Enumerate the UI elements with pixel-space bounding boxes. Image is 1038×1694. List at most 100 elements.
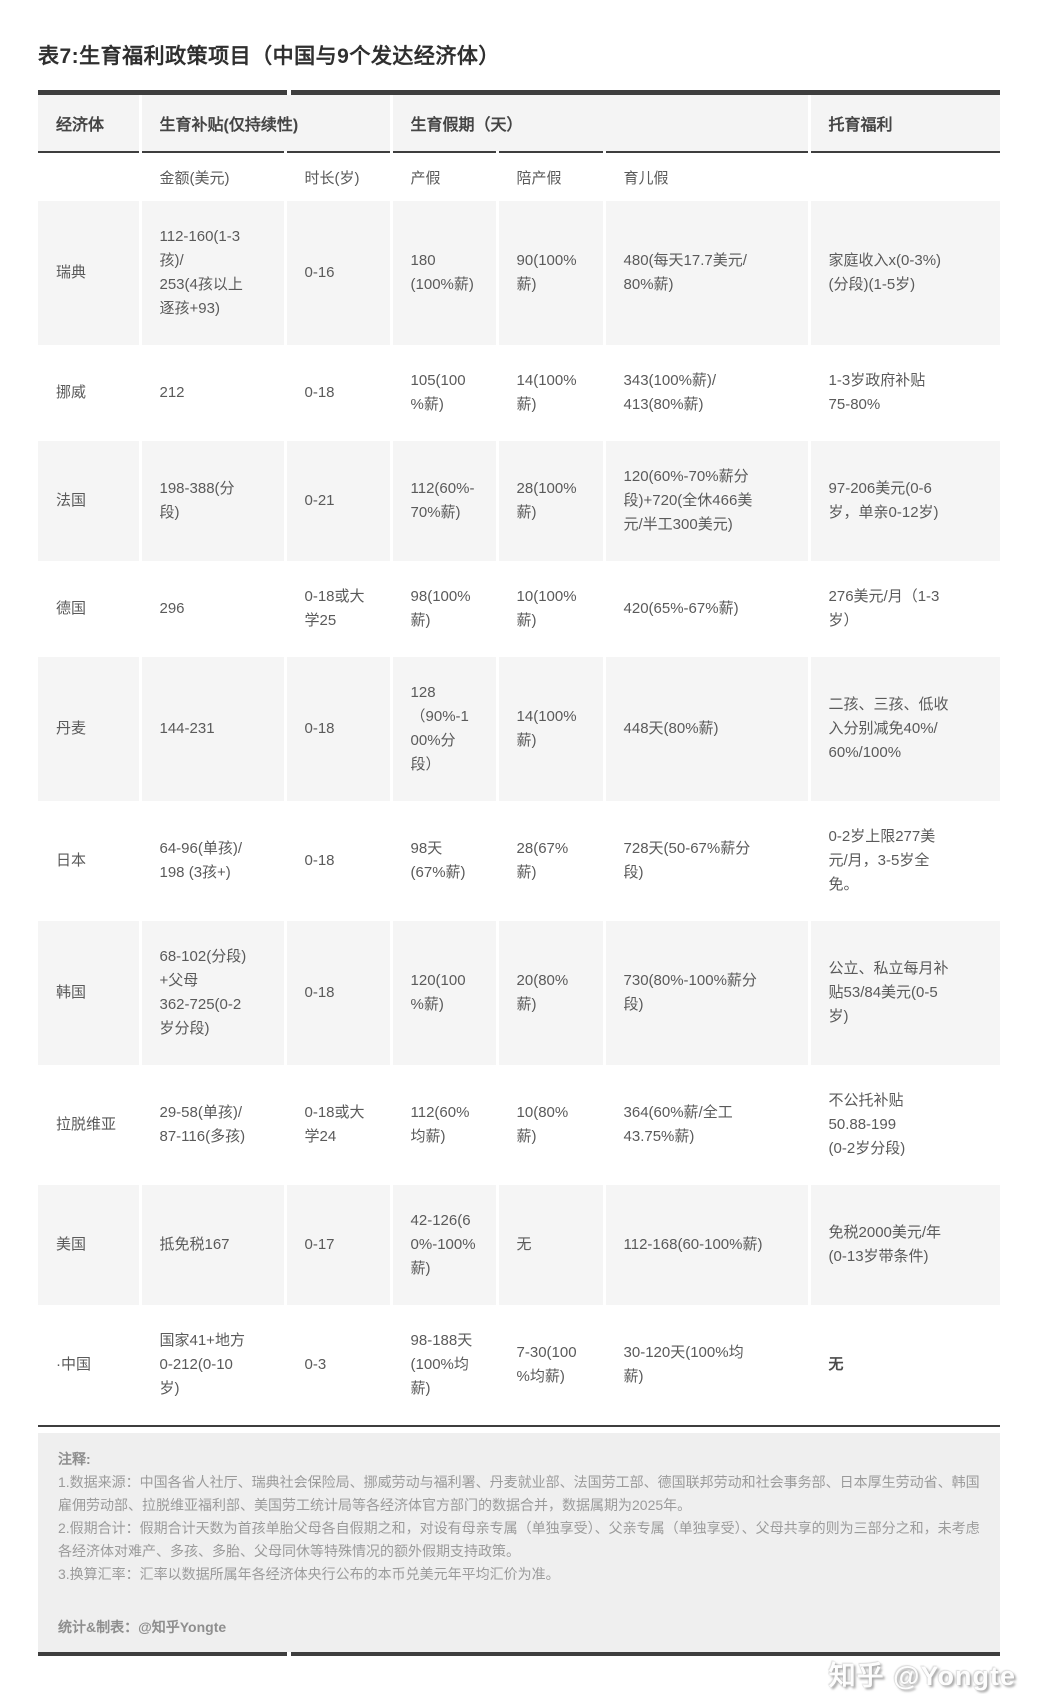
- table-row-korea: 韩国 68-102(分段) +父母 362-725(0-2 岁分段) 0-18 …: [38, 921, 1001, 1065]
- notes-block: 注释: 1.数据来源：中国各省人社厅、瑞典社会保险局、挪威劳动与福利署、丹麦就业…: [38, 1433, 1000, 1652]
- cell-duration: 0-18或大 学25: [283, 561, 392, 657]
- table-body-bottom-border: [38, 1425, 1000, 1427]
- cell-maternity: 42-126(6 0%-100% 薪): [389, 1185, 498, 1305]
- cell-amount: 68-102(分段) +父母 362-725(0-2 岁分段): [138, 921, 285, 1065]
- cell-childcare: 无: [807, 1305, 1001, 1425]
- cell-paternity: 20(80% 薪): [495, 921, 605, 1065]
- cell-paternity: 7-30(100 %均薪): [495, 1305, 605, 1425]
- cell-economy: 瑞典: [38, 201, 140, 345]
- cell-paternity: 14(100% 薪): [495, 657, 605, 801]
- sub-header-parental: 育儿假: [602, 152, 810, 201]
- cell-parental: 448天(80%薪): [602, 657, 810, 801]
- cell-parental: 480(每天17.7美元/ 80%薪): [602, 201, 810, 345]
- cell-paternity: 28(67% 薪): [495, 801, 605, 921]
- cell-maternity: 98-188天 (100%均 薪): [389, 1305, 498, 1425]
- policy-table: 经济体 生育补贴(仅持续性) 生育假期（天） 托育福利 金额(美元) 时长(岁)…: [38, 95, 1001, 1425]
- sub-header-duration: 时长(岁): [283, 152, 392, 201]
- sub-header-empty: [807, 152, 1001, 201]
- note-leave-totals: 2.假期合计：假期合计天数为首孩单胎父母各自假期之和，对设有母亲专属（单独享受）…: [58, 1520, 980, 1559]
- sub-header-paternity: 陪产假: [495, 152, 605, 201]
- cell-paternity: 14(100% 薪): [495, 345, 605, 441]
- cell-duration: 0-18或大 学24: [283, 1065, 392, 1185]
- table-sub-header-row: 金额(美元) 时长(岁) 产假 陪产假 育儿假: [38, 152, 1001, 201]
- table-row-usa: 美国 抵免税167 0-17 42-126(6 0%-100% 薪) 无 112…: [38, 1185, 1001, 1305]
- column-header-economy: 经济体: [38, 95, 140, 153]
- notes-heading: 注释:: [58, 1451, 91, 1467]
- cell-economy: 韩国: [38, 921, 140, 1065]
- cell-amount: 144-231: [138, 657, 285, 801]
- table-row-norway: 挪威 212 0-18 105(100 %薪) 14(100% 薪) 343(1…: [38, 345, 1001, 441]
- table-row-china: ·中国 国家41+地方 0-212(0-10 岁) 0-3 98-188天 (1…: [38, 1305, 1001, 1425]
- cell-childcare: 不公托补贴 50.88-199 (0-2岁分段): [807, 1065, 1001, 1185]
- cell-childcare: 公立、私立每月补 贴53/84美元(0-5 岁): [807, 921, 1001, 1065]
- note-exchange-rate: 3.换算汇率：汇率以数据所属年各经济体央行公布的本币兑美元年平均汇价为准。: [58, 1566, 560, 1582]
- cell-duration: 0-18: [283, 801, 392, 921]
- cell-childcare: 276美元/月（1-3 岁）: [807, 561, 1001, 657]
- cell-childcare: 免税2000美元/年 (0-13岁带条件): [807, 1185, 1001, 1305]
- cell-paternity: 10(100% 薪): [495, 561, 605, 657]
- table-row-latvia: 拉脱维亚 29-58(单孩)/ 87-116(多孩) 0-18或大 学24 11…: [38, 1065, 1001, 1185]
- cell-economy: 德国: [56, 600, 87, 617]
- sub-header-empty: [38, 152, 140, 201]
- page-title: 表7:生育福利政策项目（中国与9个发达经济体）: [38, 45, 500, 68]
- table-row-denmark: 丹麦 144-231 0-18 128 （90%-1 00%分 段） 14(10…: [38, 657, 1001, 801]
- cell-duration: 0-18: [283, 657, 392, 801]
- cell-parental: 112-168(60-100%薪): [602, 1185, 810, 1305]
- cell-economy: 日本: [56, 852, 87, 869]
- cell-childcare: 家庭收入x(0-3%) (分段)(1-5岁): [807, 201, 1001, 345]
- credits-line: 统计&制表：@知乎Yongte: [58, 1619, 227, 1635]
- cell-duration: 0-21: [283, 441, 392, 561]
- cell-economy: 美国: [38, 1185, 140, 1305]
- border-gap: [287, 1652, 291, 1656]
- cell-amount: 国家41+地方 0-212(0-10 岁): [138, 1305, 285, 1425]
- cell-paternity: 28(100% 薪): [495, 441, 605, 561]
- cell-amount: 296: [138, 561, 285, 657]
- cell-duration: 0-17: [283, 1185, 392, 1305]
- cell-amount: 抵免税167: [138, 1185, 285, 1305]
- figure-bottom-border: [38, 1652, 1000, 1656]
- table-row-france: 法国 198-388(分 段) 0-21 112(60%- 70%薪) 28(1…: [38, 441, 1001, 561]
- sub-header-amount: 金额(美元): [138, 152, 285, 201]
- cell-childcare: 97-206美元(0-6 岁，单亲0-12岁): [807, 441, 1001, 561]
- cell-economy: 丹麦: [38, 657, 140, 801]
- cell-economy: ·中国: [56, 1356, 91, 1373]
- cell-maternity: 112(60%- 70%薪): [389, 441, 498, 561]
- cell-paternity: 无: [495, 1185, 605, 1305]
- cell-maternity: 105(100 %薪): [389, 345, 498, 441]
- column-header-subsidy-group: 生育补贴(仅持续性): [138, 95, 392, 153]
- cell-maternity: 112(60% 均薪): [389, 1065, 498, 1185]
- cell-duration: 0-16: [283, 201, 392, 345]
- column-header-leave-group: 生育假期（天）: [389, 95, 810, 153]
- cell-economy: 拉脱维亚: [56, 1116, 117, 1133]
- table-row-japan: 日本 64-96(单孩)/ 198 (3孩+) 0-18 98天 (67%薪) …: [38, 801, 1001, 921]
- cell-paternity: 10(80% 薪): [495, 1065, 605, 1185]
- table-group-header-row: 经济体 生育补贴(仅持续性) 生育假期（天） 托育福利: [38, 95, 1001, 153]
- cell-duration: 0-18: [283, 921, 392, 1065]
- cell-economy: 挪威: [56, 384, 87, 401]
- cell-parental: 30-120天(100%均 薪): [602, 1305, 810, 1425]
- cell-economy: 法国: [38, 441, 140, 561]
- cell-parental: 120(60%-70%薪分 段)+720(全休466美 元/半工300美元): [602, 441, 810, 561]
- table-top-border: [38, 90, 1000, 95]
- cell-maternity: 98(100% 薪): [389, 561, 498, 657]
- cell-amount: 112-160(1-3 孩)/ 253(4孩以上 逐孩+93): [138, 201, 285, 345]
- cell-amount: 212: [138, 345, 285, 441]
- zhihu-watermark: 知乎 @Yongte: [828, 1661, 1016, 1691]
- cell-childcare: 二孩、三孩、低收 入分别减免40%/ 60%/100%: [807, 657, 1001, 801]
- border-gap: [287, 90, 291, 95]
- cell-parental: 728天(50-67%薪分 段): [602, 801, 810, 921]
- cell-parental: 730(80%-100%薪分 段): [602, 921, 810, 1065]
- cell-maternity: 128 （90%-1 00%分 段）: [389, 657, 498, 801]
- cell-parental: 364(60%薪/全工 43.75%薪): [602, 1065, 810, 1185]
- note-data-source: 1.数据来源：中国各省人社厅、瑞典社会保险局、挪威劳动与福利署、丹麦就业部、法国…: [58, 1474, 980, 1513]
- cell-amount: 64-96(单孩)/ 198 (3孩+): [138, 801, 285, 921]
- cell-maternity: 180 (100%薪): [389, 201, 498, 345]
- cell-amount: 198-388(分 段): [138, 441, 285, 561]
- cell-duration: 0-3: [283, 1305, 392, 1425]
- table-row-germany: 德国 296 0-18或大 学25 98(100% 薪) 10(100% 薪) …: [38, 561, 1001, 657]
- cell-duration: 0-18: [283, 345, 392, 441]
- cell-amount: 29-58(单孩)/ 87-116(多孩): [138, 1065, 285, 1185]
- cell-paternity: 90(100% 薪): [495, 201, 605, 345]
- cell-childcare: 0-2岁上限277美 元/月，3-5岁全 免。: [807, 801, 1001, 921]
